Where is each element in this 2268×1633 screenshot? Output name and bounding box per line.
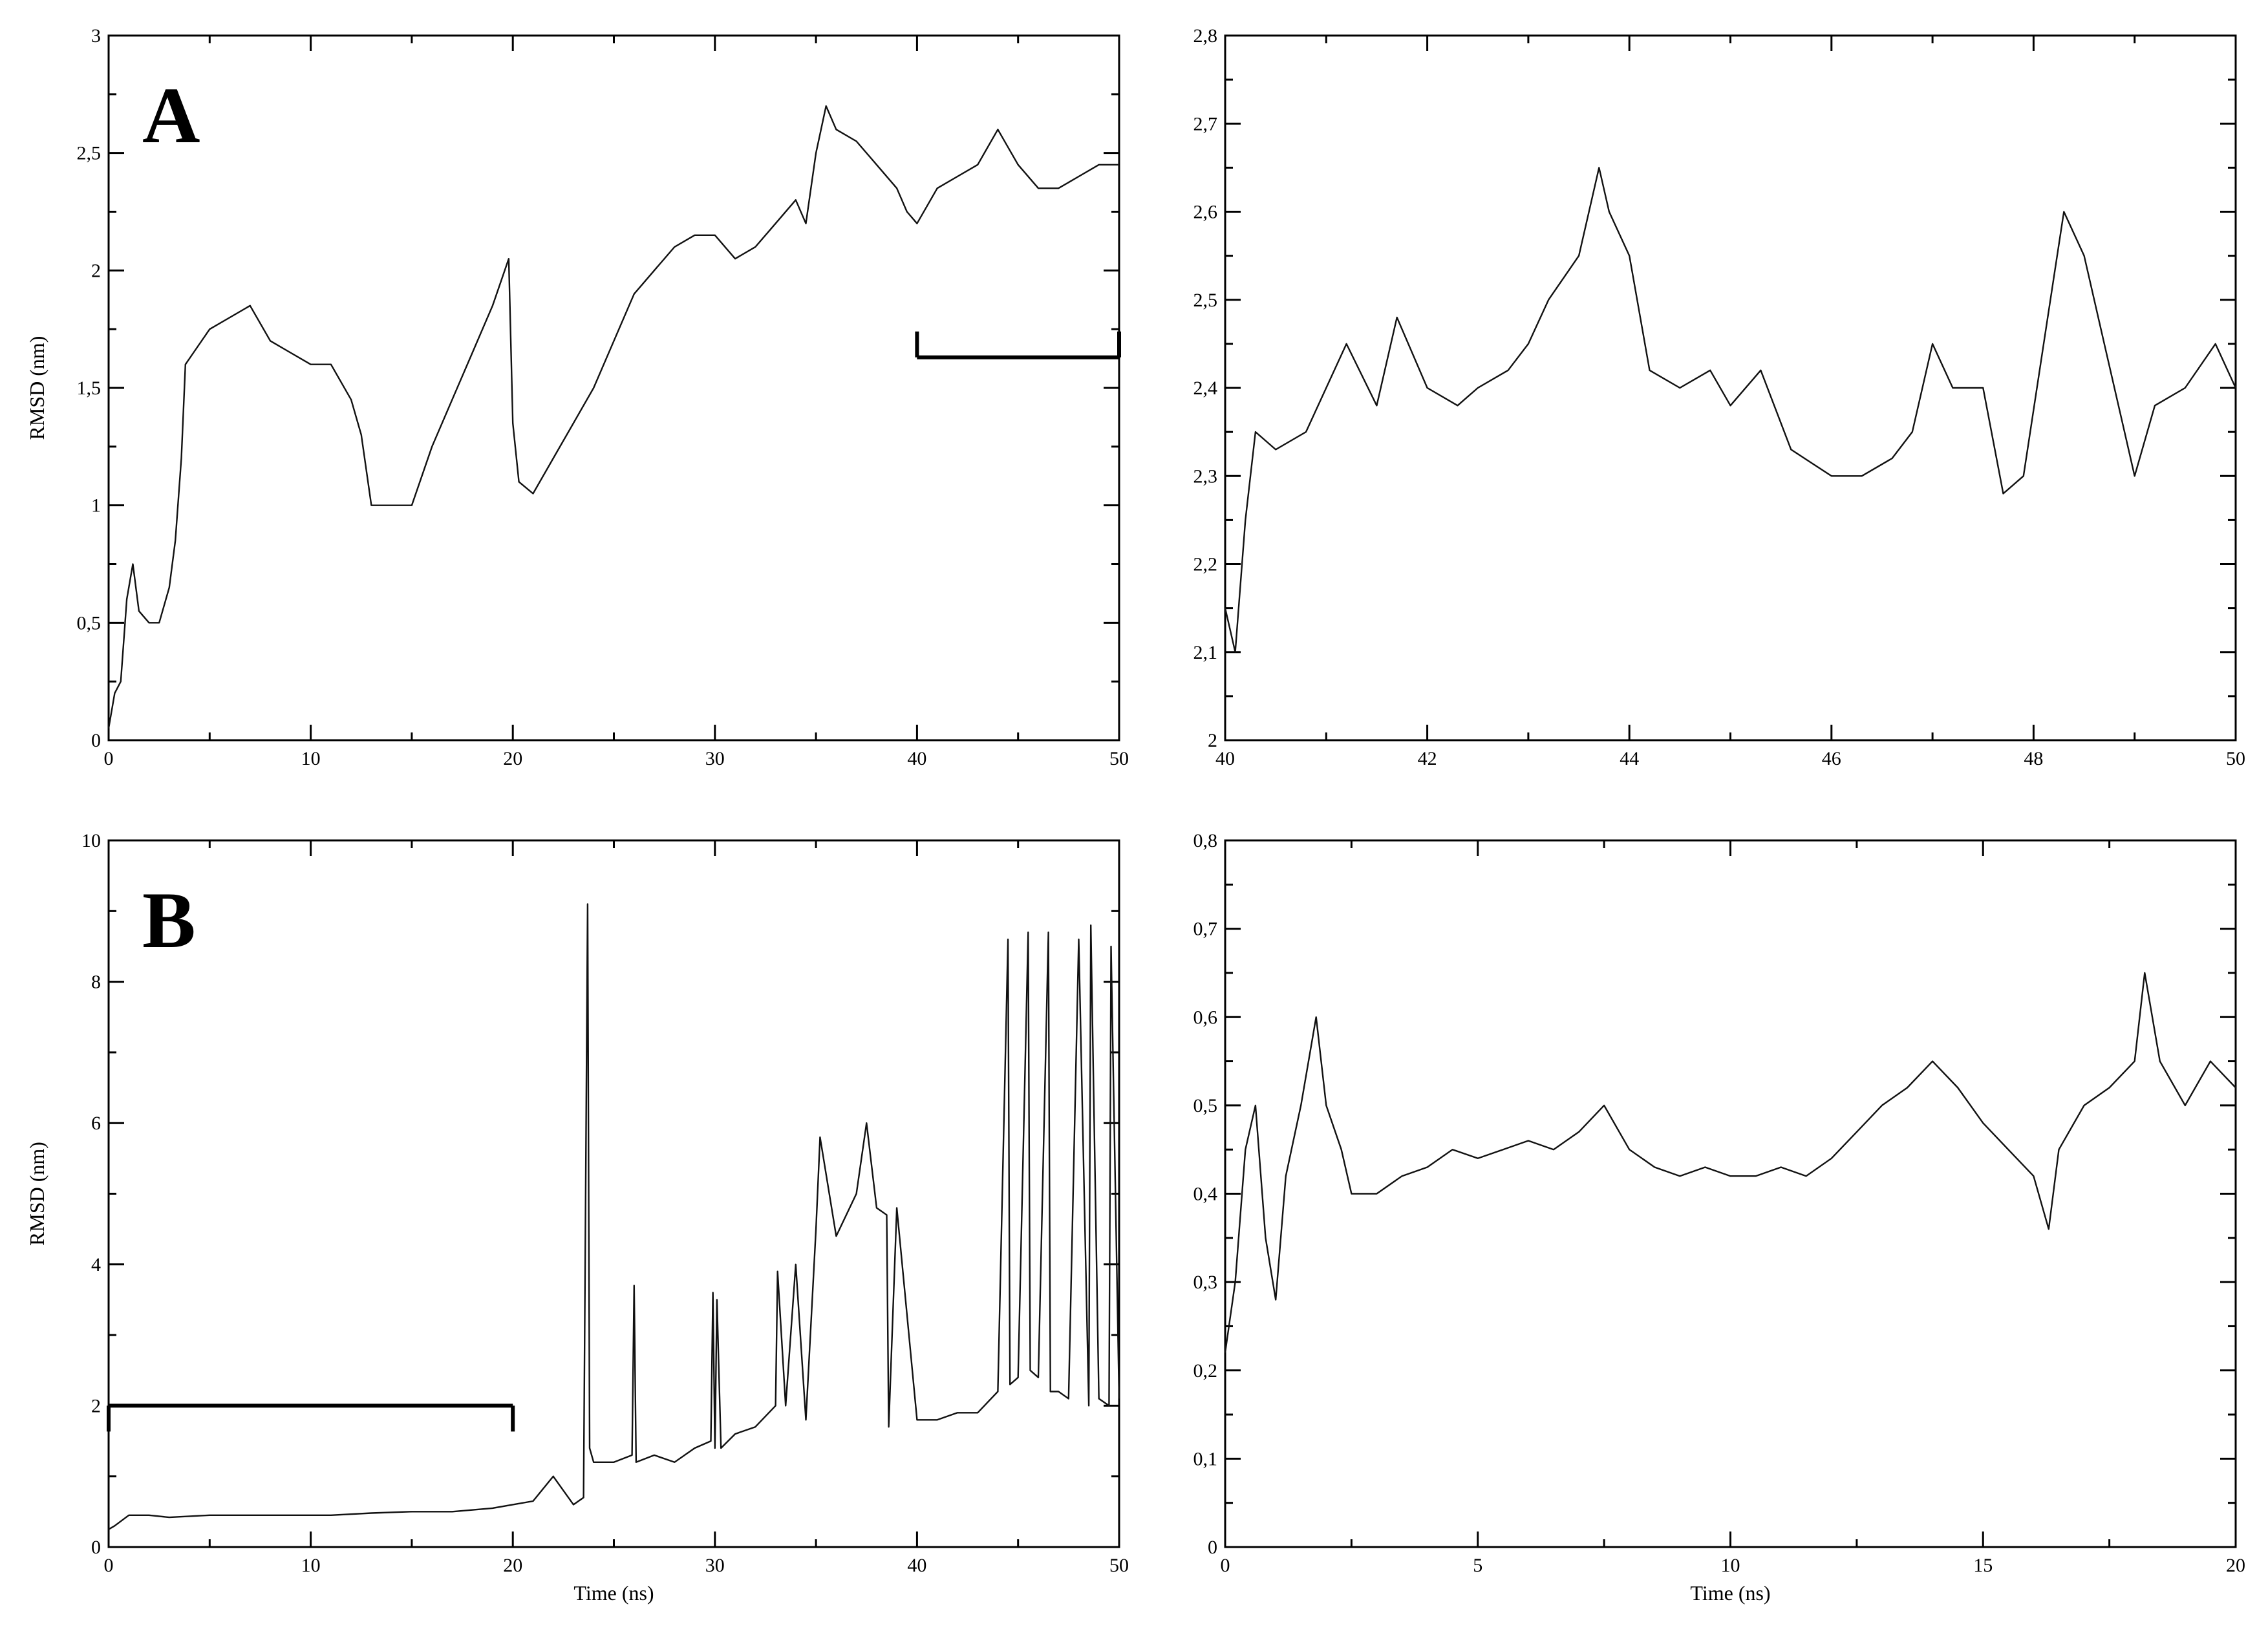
y-tick-label: 2,1: [1193, 642, 1218, 663]
x-tick-label: 0: [104, 1555, 114, 1576]
x-tick-label: 10: [301, 1555, 321, 1576]
y-tick-label: 0,1: [1193, 1448, 1218, 1469]
x-axis-title: Time (ns): [1690, 1581, 1770, 1605]
chart-B-full: 0 10 20 30 40 50 0 2 4 6 8 10 RMSD (nm) Time (ns) B: [25, 830, 1129, 1605]
chart-B-zoom: 0 5 10 15 20 0 0,1 0,2 0,3 0,4 0,5 0,6 0,7 0,8 Time (n…: [1193, 830, 2246, 1605]
y-tick-label: 2,2: [1193, 554, 1218, 575]
x-tick-label: 48: [2024, 748, 2043, 769]
zoom-range-bracket: [107, 1404, 515, 1432]
x-tick-label: 50: [2226, 748, 2245, 769]
x-axis-title: Time (ns): [573, 1581, 654, 1605]
y-tick-label: 2,5: [77, 143, 102, 164]
y-tick-label: 4: [91, 1254, 101, 1275]
y-tick-label: 2,8: [1193, 25, 1218, 47]
zoom-range-bracket: [915, 331, 1121, 359]
y-tick-label: 0: [1208, 1537, 1217, 1558]
y-tick-label: 2: [91, 260, 101, 281]
y-tick-label: 0,7: [1193, 919, 1218, 940]
y-tick-label: 2,5: [1193, 290, 1218, 311]
x-tick-label: 0: [104, 748, 114, 769]
x-tick-label: 20: [503, 1555, 522, 1576]
y-tick-label: 6: [91, 1113, 101, 1134]
chart-A-full: 0 10 20 30 40 50 0 0,5 1 1,5 2 2,5 3 RMSD (nm) A: [25, 25, 1129, 769]
y-tick-label: 2,6: [1193, 202, 1218, 223]
chart-A-zoom: 40 42 44 46 48 50 2 2,1 2,2 2,3 2,4 2,5 2,6 2,7 2,8: [1193, 25, 2246, 769]
y-axis-title: RMSD (nm): [25, 336, 48, 440]
y-tick-label: 1,5: [77, 378, 102, 399]
y-axis-title: RMSD (nm): [25, 1142, 48, 1246]
x-tick-label: 44: [1620, 748, 1639, 769]
x-tick-label: 20: [2226, 1555, 2245, 1576]
y-tick-label: 0: [91, 730, 101, 751]
panel-label-a: A: [142, 71, 200, 160]
y-tick-label: 1: [91, 495, 101, 517]
x-tick-label: 0: [1221, 1555, 1230, 1576]
panel-label-b: B: [142, 876, 196, 965]
x-tick-label: 15: [1973, 1555, 1993, 1576]
y-tick-label: 3: [91, 25, 101, 47]
y-tick-label: 0,6: [1193, 1007, 1218, 1028]
x-tick-label: 30: [705, 1555, 725, 1576]
y-tick-label: 0: [91, 1537, 101, 1558]
y-tick-label: 0,4: [1193, 1184, 1218, 1205]
x-tick-label: 10: [1721, 1555, 1740, 1576]
y-tick-label: 10: [81, 830, 101, 851]
y-tick-label: 2,4: [1193, 378, 1218, 399]
y-tick-label: 0,5: [1193, 1095, 1218, 1116]
x-tick-label: 42: [1418, 748, 1437, 769]
x-tick-label: 40: [907, 1555, 926, 1576]
y-tick-label: 0,3: [1193, 1272, 1218, 1293]
y-tick-label: 2: [91, 1395, 101, 1416]
x-tick-label: 10: [301, 748, 321, 769]
y-tick-label: 0,2: [1193, 1360, 1218, 1382]
x-tick-label: 40: [1215, 748, 1235, 769]
x-tick-label: 46: [1822, 748, 1841, 769]
x-tick-label: 50: [1109, 1555, 1129, 1576]
y-tick-label: 2,7: [1193, 113, 1218, 134]
y-tick-label: 2: [1208, 730, 1217, 751]
x-tick-label: 40: [907, 748, 926, 769]
x-tick-label: 20: [503, 748, 522, 769]
y-tick-label: 0,5: [77, 612, 102, 634]
x-tick-label: 50: [1109, 748, 1129, 769]
x-tick-label: 5: [1473, 1555, 1482, 1576]
y-tick-label: 2,3: [1193, 465, 1218, 487]
x-tick-label: 30: [705, 748, 725, 769]
y-tick-label: 8: [91, 972, 101, 993]
y-tick-label: 0,8: [1193, 830, 1218, 851]
